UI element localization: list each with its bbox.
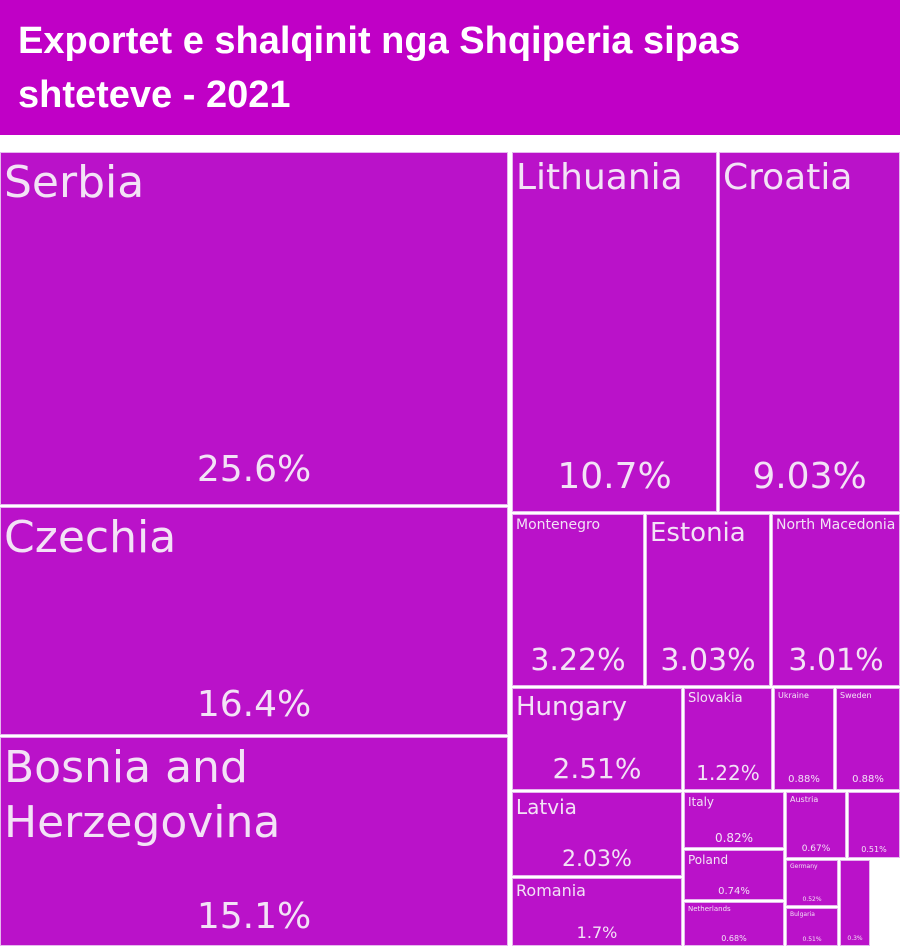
header: Exportet e shalqinit nga Shqiperia sipas… (0, 0, 900, 135)
tile: 0.51% (848, 792, 900, 858)
tile: Croatia 9.03% (719, 152, 900, 512)
value-label: 3.01% (788, 643, 884, 679)
tile: North Macedonia 3.01% (772, 514, 900, 686)
value-label: 9.03% (752, 455, 867, 497)
chart-title: Exportet e shalqinit nga Shqiperia sipas… (18, 20, 741, 116)
tile: Latvia 2.03% (512, 792, 682, 876)
tile: Romania 1.7% (512, 878, 682, 946)
tile-label: Latvia (516, 795, 577, 819)
value-label: 0.52% (802, 896, 822, 903)
tile-label: Poland (688, 853, 729, 867)
value-label: 0.67% (801, 844, 831, 855)
value-label: 1.7% (576, 923, 618, 943)
tile-label: Bulgaria (790, 911, 815, 918)
tile-label: Croatia (723, 157, 853, 198)
tile-label: North Macedonia (776, 517, 896, 533)
tile-label: Estonia (650, 518, 746, 548)
tile-label: Sweden (840, 691, 872, 700)
value-label: 0.68% (721, 934, 747, 943)
value-label: 25.6% (196, 448, 312, 490)
tile: 0.3% (840, 860, 870, 946)
tile: Sweden 0.88% (836, 688, 900, 790)
value-label: 0.51% (802, 936, 822, 943)
tile-label: Montenegro (516, 517, 601, 533)
tile: Poland 0.74% (684, 850, 784, 900)
tile-label: Ukraine (778, 691, 809, 700)
tile-label: Germany (790, 863, 818, 870)
value-label: 2.51% (552, 751, 642, 785)
value-label: 0.82% (714, 830, 754, 845)
value-label: 3.03% (660, 643, 756, 679)
tile: Austria 0.67% (786, 792, 846, 858)
tile-label: Italy (688, 795, 715, 809)
value-label: 16.4% (196, 683, 312, 725)
tile: Hungary 2.51% (512, 688, 682, 790)
value-label: 0.74% (718, 886, 750, 897)
tile-label: Serbia (4, 157, 145, 208)
tile: Lithuania 10.7% (512, 152, 717, 512)
tile-label: Czechia (4, 512, 177, 563)
tile: Italy 0.82% (684, 792, 784, 848)
tile-label: Bosnia and Herzegovina (4, 742, 281, 848)
value-label: 0.88% (788, 773, 820, 785)
value-label: 0.88% (852, 773, 884, 785)
tile: Estonia 3.03% (646, 514, 770, 686)
tile: Bosnia and Herzegovina 15.1% (0, 737, 508, 946)
tile-label: Hungary (516, 692, 628, 722)
tile: Czechia 16.4% (0, 507, 508, 735)
tile-label: Austria (790, 795, 819, 804)
value-label: 3.22% (530, 643, 626, 679)
tile-label: Romania (516, 881, 586, 900)
value-label: 0.51% (861, 845, 887, 855)
tile: Montenegro 3.22% (512, 514, 644, 686)
tile: Netherlands 0.68% (684, 902, 784, 946)
tile: Slovakia 1.22% (684, 688, 772, 790)
value-label: 15.1% (196, 895, 312, 937)
value-label: 1.22% (696, 760, 760, 785)
tile: Bulgaria 0.51% (786, 908, 838, 946)
tile-label: Netherlands (688, 905, 731, 913)
tile-label: Lithuania (516, 157, 683, 198)
value-label: 10.7% (557, 455, 672, 497)
tile: Germany 0.52% (786, 860, 838, 906)
value-label: 0.3% (847, 934, 863, 942)
value-label: 2.03% (562, 846, 632, 872)
tile: Serbia 25.6% (0, 152, 508, 505)
tile: Ukraine 0.88% (774, 688, 834, 790)
tile-label: Slovakia (688, 691, 743, 706)
